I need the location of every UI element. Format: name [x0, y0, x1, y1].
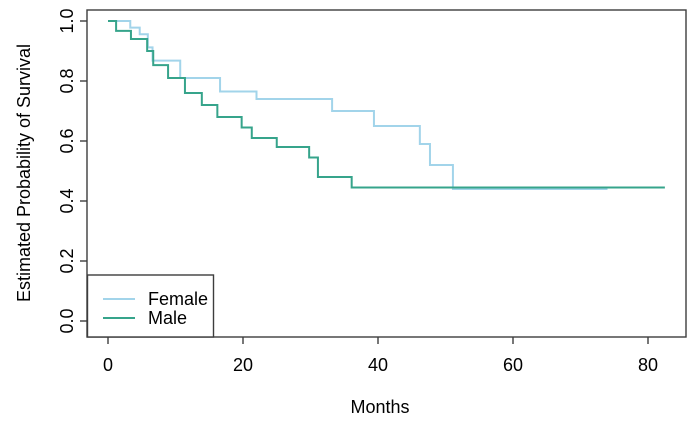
y-tick-label: 0.4 [57, 188, 77, 213]
legend-border [86, 274, 215, 338]
y-tick-label: 1.0 [57, 8, 77, 33]
survival-curve-male [108, 20, 665, 189]
x-axis: 0 20 40 60 80 [103, 337, 658, 375]
x-tick-label: 60 [503, 355, 523, 375]
series-curves [108, 20, 665, 190]
y-tick-label: 0.6 [57, 128, 77, 153]
x-tick-label: 0 [103, 355, 113, 375]
legend-label-female: Female [148, 289, 208, 309]
y-tick-label: 0.0 [57, 308, 77, 333]
y-tick-label: 0.8 [57, 68, 77, 93]
x-tick-label: 80 [638, 355, 658, 375]
survival-curve-female [108, 20, 608, 190]
y-tick-label: 0.2 [57, 248, 77, 273]
x-tick-label: 20 [233, 355, 253, 375]
y-axis: 0.0 0.2 0.4 0.6 0.8 1.0 [57, 8, 87, 334]
x-axis-title: Months [350, 397, 409, 417]
legend-label-male: Male [148, 308, 187, 328]
y-axis-title: Estimated Probability of Survival [14, 44, 34, 302]
plot-area-border [86, 9, 687, 338]
x-tick-label: 40 [368, 355, 388, 375]
